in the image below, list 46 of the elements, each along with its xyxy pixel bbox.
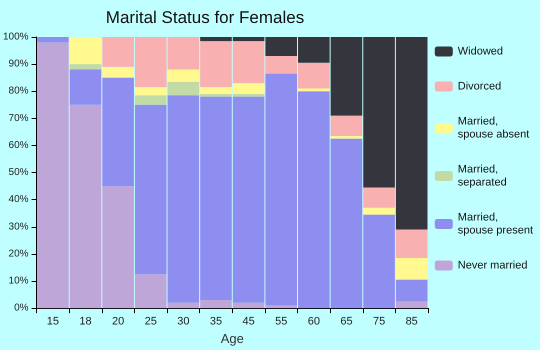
x-tick-label: 30 [177,316,190,328]
chart-title: Marital Status for Females [106,8,304,27]
y-tick-label: 70% [8,112,29,124]
x-axis-title: Age [220,331,244,346]
x-tick-label: 65 [340,316,353,328]
x-tick-label: 18 [79,316,92,328]
legend-label: Never married [458,260,528,272]
bar [70,64,102,70]
x-tick-label: 85 [406,316,418,328]
x-tick-label: 35 [210,316,222,328]
y-tick-label: 20% [8,248,29,260]
legend-label: Divorced [458,80,502,92]
bar [134,95,167,105]
y-tick-label: 40% [8,194,29,206]
x-tick-label: 15 [46,316,60,328]
y-tick-label: 80% [8,86,29,97]
bar [134,87,167,96]
x-tick-label: 20 [112,316,124,328]
legend-label: Widowed [458,46,504,58]
bar [298,88,330,92]
bar [396,258,428,280]
bar [396,301,428,308]
bar [37,37,69,42]
bar [102,66,134,78]
y-tick-label: 50% [8,167,29,178]
bar [168,70,200,82]
y-tick-label: 0% [14,302,29,314]
y-tick-label: 60% [8,140,29,151]
x-tick-label: 75 [372,316,386,328]
x-tick-label: 45 [242,316,255,328]
legend-label: Married, spouse absent [458,116,530,140]
bar [363,208,395,215]
bar [330,116,362,136]
bar [396,229,428,258]
legend-label: Married, spouse present [458,212,533,236]
bar [70,37,102,64]
legend-label: Married, separated [458,164,507,188]
x-tick-label: 25 [144,316,157,328]
y-tick-label: 30% [8,221,29,232]
y-tick-label: 100% [3,32,29,42]
x-tick-label: 55 [275,316,288,328]
y-tick-label: 10% [8,275,29,286]
bar [330,136,362,139]
y-tick-label: 90% [8,58,29,70]
x-tick-label: 60 [308,316,320,328]
bar [363,187,395,208]
